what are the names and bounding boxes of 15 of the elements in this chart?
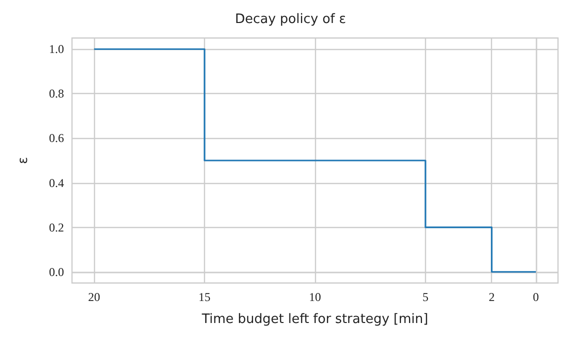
x-axis-title: Time budget left for strategy [min] <box>200 312 428 327</box>
x-tick-label: 0 <box>532 290 539 304</box>
y-tick-label: 0.6 <box>49 131 64 146</box>
y-axis-title: ε <box>16 156 31 164</box>
y-tick-label: 0.2 <box>49 220 64 234</box>
x-tick-label: 20 <box>88 290 100 304</box>
x-tick-label: 2 <box>488 290 495 304</box>
x-tick-label: 10 <box>309 290 321 304</box>
y-tick-label: 0.0 <box>49 264 64 279</box>
y-tick-label: 0.8 <box>49 86 64 101</box>
x-tick-label: 5 <box>422 290 428 304</box>
y-tick-label: 1.0 <box>49 42 64 56</box>
y-tick-label: 0.4 <box>49 176 64 190</box>
chart-title: Decay policy of ε <box>234 12 346 27</box>
x-tick-label: 15 <box>198 290 211 304</box>
